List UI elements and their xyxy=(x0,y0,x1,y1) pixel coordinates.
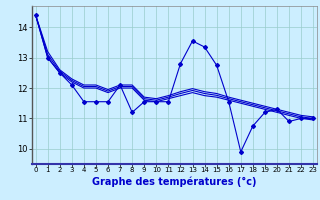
X-axis label: Graphe des températures (°c): Graphe des températures (°c) xyxy=(92,176,257,187)
